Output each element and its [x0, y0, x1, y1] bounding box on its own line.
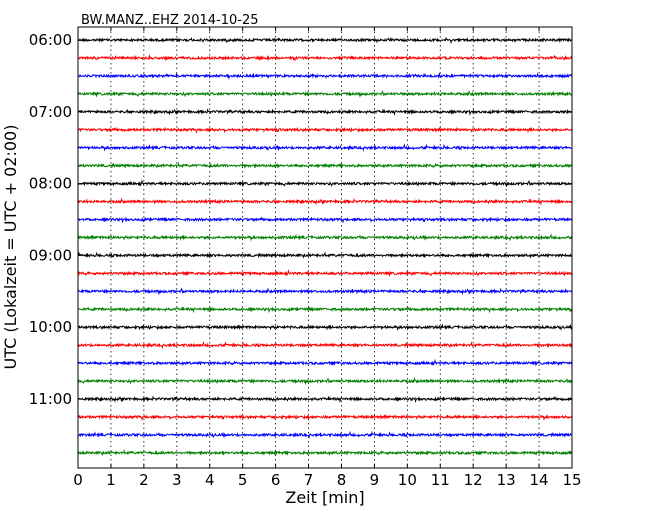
trace-line: [77, 72, 573, 80]
x-axis-label: Zeit [min]: [285, 488, 364, 507]
trace-line: [77, 377, 573, 386]
trace-line: [77, 179, 573, 188]
x-tick-label: 11: [431, 471, 450, 489]
y-tick-label: 07:00: [29, 103, 72, 121]
x-tick-label: 10: [398, 471, 417, 489]
x-axis: 0 1 2 3 4 5 6 7 8 9 10 11 12 13 14 15: [73, 27, 582, 489]
x-tick-label: 3: [172, 471, 182, 489]
y-tick-label: 06:00: [29, 31, 72, 49]
trace-line: [77, 37, 573, 45]
x-tick-label: 6: [271, 471, 281, 489]
trace-line: [77, 126, 573, 134]
y-tick-label: 09:00: [29, 246, 72, 264]
trace-line: [77, 197, 573, 206]
grid: [110, 27, 540, 468]
trace-line: [77, 251, 573, 259]
trace-line: [77, 89, 573, 98]
y-tick-label: 10:00: [29, 318, 72, 336]
trace-line: [77, 108, 573, 116]
trace-line: [77, 233, 573, 242]
trace-line: [77, 269, 573, 277]
trace-line: [77, 358, 573, 367]
trace-line: [77, 306, 573, 314]
x-tick-label: 9: [370, 471, 380, 489]
x-tick-label: 7: [304, 471, 314, 489]
x-tick-label: 8: [337, 471, 347, 489]
trace-line: [77, 161, 573, 169]
x-tick-label: 5: [238, 471, 248, 489]
trace-line: [77, 413, 573, 422]
plot-frame: [77, 26, 573, 469]
x-tick-label: 1: [106, 471, 116, 489]
trace-line: [77, 53, 573, 62]
y-tick-label: 08:00: [29, 175, 72, 193]
x-tick-label: 15: [562, 471, 581, 489]
y-axis: 06:00 07:00 08:00 09:00 10:00 11:00: [29, 31, 572, 408]
trace-line: [77, 448, 573, 457]
trace-line: [77, 287, 573, 296]
x-tick-label: 4: [205, 471, 215, 489]
x-tick-label: 0: [73, 471, 83, 489]
trace-line: [77, 340, 573, 350]
trace-line: [77, 143, 573, 152]
y-tick-label: 11:00: [29, 390, 72, 408]
trace-line: [77, 216, 573, 224]
x-tick-label: 13: [497, 471, 516, 489]
x-tick-label: 12: [464, 471, 483, 489]
seismic-traces: [77, 37, 573, 457]
trace-line: [77, 430, 573, 440]
x-tick-label: 2: [139, 471, 149, 489]
y-axis-label: UTC (Lokalzeit = UTC + 02:00): [1, 125, 20, 370]
trace-line: [77, 395, 573, 404]
trace-line: [77, 323, 573, 331]
chart-title: BW.MANZ..EHZ 2014-10-25: [81, 13, 259, 28]
x-tick-label: 14: [530, 471, 549, 489]
